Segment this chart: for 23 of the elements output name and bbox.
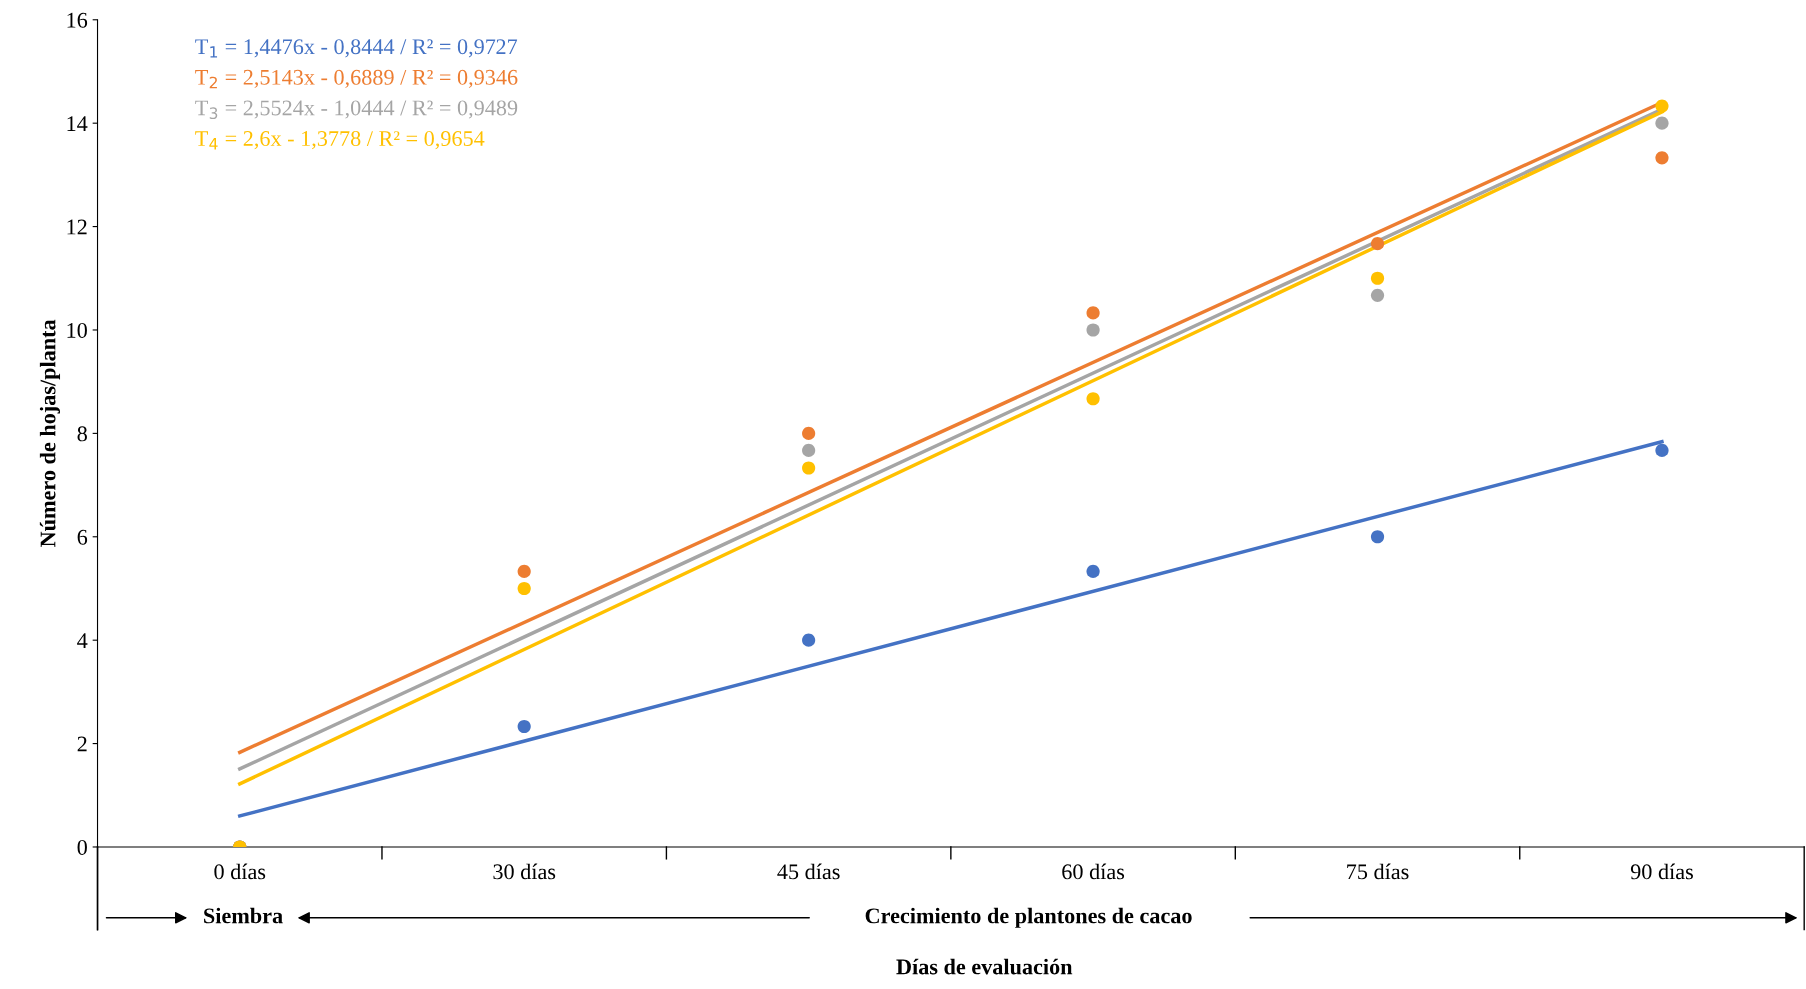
y-tick-label: 14 xyxy=(67,116,88,131)
text: T$_{2}$ = 2,5143x - 0,6889 / R² = 0,9346 xyxy=(195,69,518,89)
x-tick-label: 45 días xyxy=(777,863,840,880)
y-tick-label: 10 xyxy=(67,322,87,338)
x-tick-label: 0 días xyxy=(214,863,266,880)
text: T$_{1}$ = 1,4476x - 0,8444 / R² = 0,9727 xyxy=(195,39,518,58)
y-tick-label: 0 xyxy=(77,839,87,855)
x-axis-title: Días de evaluación xyxy=(896,958,1073,975)
x-tick-label: 60 días xyxy=(1062,863,1125,880)
y-tick-label: 12 xyxy=(67,219,87,235)
text: T$_{3}$ = 2,5524x - 1,0444 / R² = 0,9489 xyxy=(195,100,518,120)
x-tick-label: 75 días xyxy=(1347,863,1409,880)
text: Crecimiento de plantones de cacao xyxy=(865,907,1192,928)
x-tick-label: 90 días xyxy=(1630,863,1693,880)
y-tick-label: 4 xyxy=(77,633,88,648)
y-tick-label: 16 xyxy=(67,12,88,28)
y-tick-label: 8 xyxy=(77,426,87,442)
y-axis-title: Número de hojas/planta xyxy=(39,319,61,547)
y-tick-label: 2 xyxy=(77,736,87,752)
text: T$_{4}$ = 2,6x - 1,3778 / R² = 0,9654 xyxy=(195,131,485,150)
x-tick-label: 30 días xyxy=(493,863,556,880)
text: Siembra xyxy=(204,907,283,924)
y-tick-label: 6 xyxy=(77,529,88,545)
